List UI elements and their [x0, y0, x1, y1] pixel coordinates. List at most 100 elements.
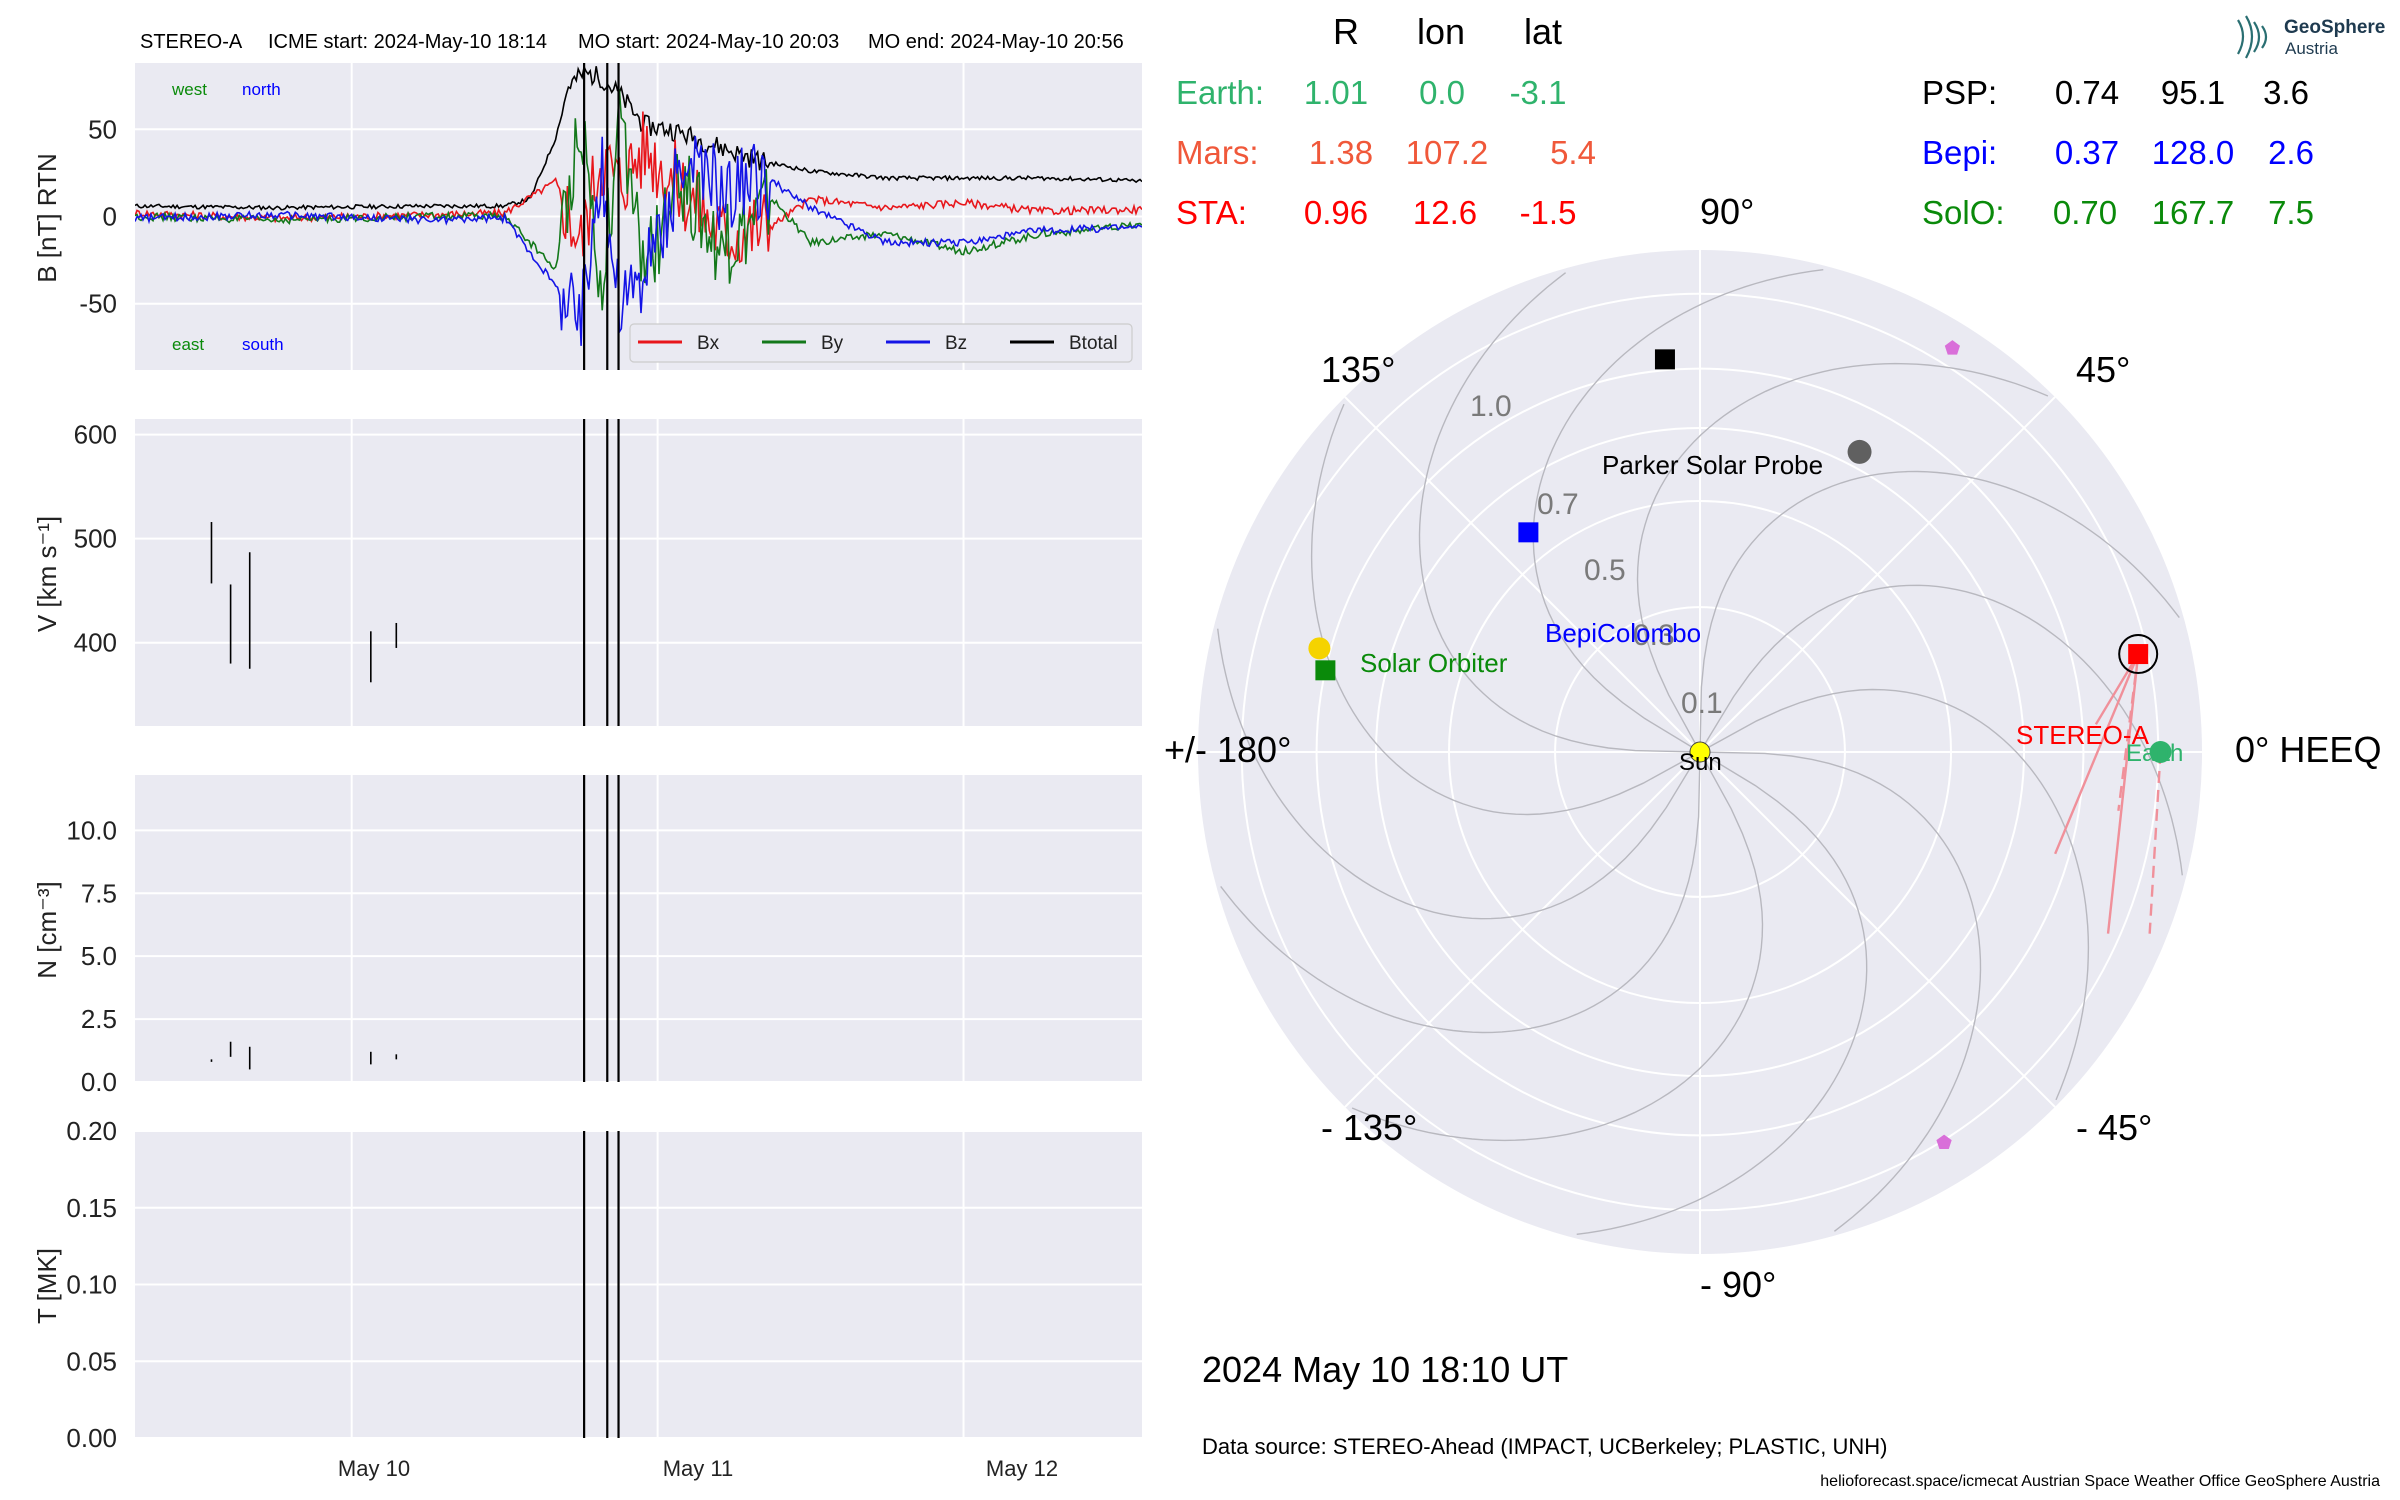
magnetic-field-panel: -50 0 50: [79, 63, 1142, 370]
row-label-solo: SolO:: [1922, 194, 2005, 231]
polar-plot: [1198, 250, 2202, 1254]
west-label: west: [171, 80, 207, 99]
sta-fov-line: [2094, 653, 2140, 725]
angle-label-m45: - 45°: [2076, 1107, 2152, 1148]
earth-marker: [2149, 741, 2172, 763]
y-tick-label: 0.00: [66, 1423, 117, 1453]
sta-fov-line: [2054, 653, 2140, 855]
speed-panel: 400 500 600: [74, 419, 1142, 726]
angular-gridline: [1699, 396, 2056, 753]
y-tick-label: 5.0: [81, 941, 117, 971]
radial-label-0.5: 0.5: [1584, 554, 1626, 587]
y-tick-label: -50: [79, 289, 117, 319]
parker-spiral: [1699, 584, 2183, 876]
solo-lat: 7.5: [2268, 194, 2314, 231]
parker-solar-probe-marker: [1654, 349, 1675, 370]
angle-label-180: +/- 180°: [1164, 729, 1291, 770]
y-tick-label: 400: [74, 628, 117, 658]
solo-r: 0.70: [2053, 194, 2117, 231]
south-label: south: [242, 335, 284, 354]
y-tick-label: 0.05: [66, 1346, 117, 1376]
logo-sub: Austria: [2285, 39, 2338, 58]
sun-marker: [1689, 741, 1711, 763]
parker-spiral: [1217, 628, 1701, 920]
radial-label-0.1: 0.1: [1681, 687, 1723, 720]
row-label-psp: PSP:: [1922, 74, 1997, 111]
parker-spiral: [1310, 403, 1701, 816]
plot-area: [135, 419, 1142, 726]
pentagon-marker: [1944, 340, 1960, 355]
y-tick-label: 2.5: [81, 1004, 117, 1034]
solo-lon: 167.7: [2152, 194, 2235, 231]
mars-r: 1.38: [1309, 134, 1373, 171]
parker-spiral: [1220, 751, 1701, 1034]
y-tick-label: 500: [74, 524, 117, 554]
solo-yellow-marker: [1308, 637, 1331, 660]
table-header-r: R: [1333, 11, 1359, 52]
row-label-earth: Earth:: [1176, 74, 1264, 111]
legend-label-btotal: Btotal: [1069, 333, 1118, 354]
y-tick-label: 600: [74, 420, 117, 450]
bepi-lat: 2.6: [2268, 134, 2314, 171]
date-label: 2024 May 10 18:10 UT: [1202, 1349, 1568, 1390]
y-tick-label: 0.20: [66, 1116, 117, 1146]
sta-r: 0.96: [1304, 194, 1368, 231]
parker-spiral: [1532, 269, 1824, 753]
legend-box: [629, 323, 1133, 363]
earth-fov-line: [2148, 751, 2162, 934]
b-legend: Bx By Bz Btotal: [629, 323, 1133, 363]
label-sta: STEREO-A: [2016, 720, 2150, 750]
b-axis-label: B [nT] RTN: [32, 153, 62, 283]
table-header-lon: lon: [1417, 11, 1465, 52]
parker-spiral: [1576, 751, 1868, 1235]
series-bz: [135, 135, 1142, 346]
label-solo: Solar Orbiter: [1360, 648, 1508, 678]
angle-label-m90: - 90°: [1700, 1264, 1776, 1305]
series-btotal: [135, 64, 1142, 212]
east-label: east: [172, 335, 204, 354]
mo-start-label: MO start: 2024-May-10 20:03: [578, 31, 839, 53]
legend-label-bx: Bx: [697, 333, 720, 354]
series-bx: [135, 111, 1142, 264]
bepicolombo-marker: [1518, 522, 1539, 543]
data-source-label: Data source: STEREO-Ahead (IMPACT, UCBer…: [1202, 1434, 1887, 1459]
y-tick-label: 0.10: [66, 1270, 117, 1300]
angular-gridline: [1344, 751, 1701, 1108]
earth-lon: 0.0: [1419, 74, 1465, 111]
earth-r: 1.01: [1304, 74, 1368, 111]
parker-spiral: [1699, 470, 2180, 753]
xtick-may11: May 11: [663, 1456, 734, 1481]
psp-r: 0.74: [2055, 74, 2119, 111]
logo-name: GeoSphere: [2284, 17, 2385, 38]
psp-lon: 95.1: [2161, 74, 2225, 111]
psp-lat: 3.6: [2263, 74, 2309, 111]
n-axis-label: N [cm⁻³]: [32, 881, 62, 979]
label-psp: Parker Solar Probe: [1602, 450, 1823, 480]
xtick-may10: May 10: [338, 1456, 410, 1481]
stereo-a-ring: [2118, 634, 2159, 675]
xtick-may12: May 12: [986, 1456, 1058, 1481]
spacecraft-label: STEREO-A: [140, 31, 243, 53]
y-tick-label: 50: [88, 114, 117, 144]
parker-spiral: [1699, 751, 1982, 1232]
label-earth: Earth: [2126, 740, 2183, 767]
row-label-sta: STA:: [1176, 194, 1247, 231]
sta-lat: -1.5: [1520, 194, 1577, 231]
radial-label-0.7: 0.7: [1537, 488, 1579, 521]
angle-label-45: 45°: [2076, 349, 2130, 390]
density-panel: 0.0 2.5 5.0 7.5 10.0: [66, 775, 1142, 1097]
mars-lon: 107.2: [1406, 134, 1489, 171]
y-tick-label: 7.5: [81, 878, 117, 908]
angular-gridline: [1699, 751, 2056, 1108]
row-label-bepi: Bepi:: [1922, 134, 1997, 171]
temperature-panel: 0.00 0.05 0.10 0.15 0.20: [66, 1116, 1142, 1453]
parker-spiral: [1418, 272, 1701, 753]
geosphere-logo: GeoSphere Austria: [2237, 15, 2385, 59]
bepi-lon: 128.0: [2152, 134, 2235, 171]
parker-spiral: [1636, 362, 2049, 753]
angle-label-0: 0° HEEQ: [2235, 729, 2381, 770]
north-label: north: [242, 80, 281, 99]
mercury-marker: [1847, 439, 1872, 464]
parker-spiral: [1351, 751, 1764, 1142]
